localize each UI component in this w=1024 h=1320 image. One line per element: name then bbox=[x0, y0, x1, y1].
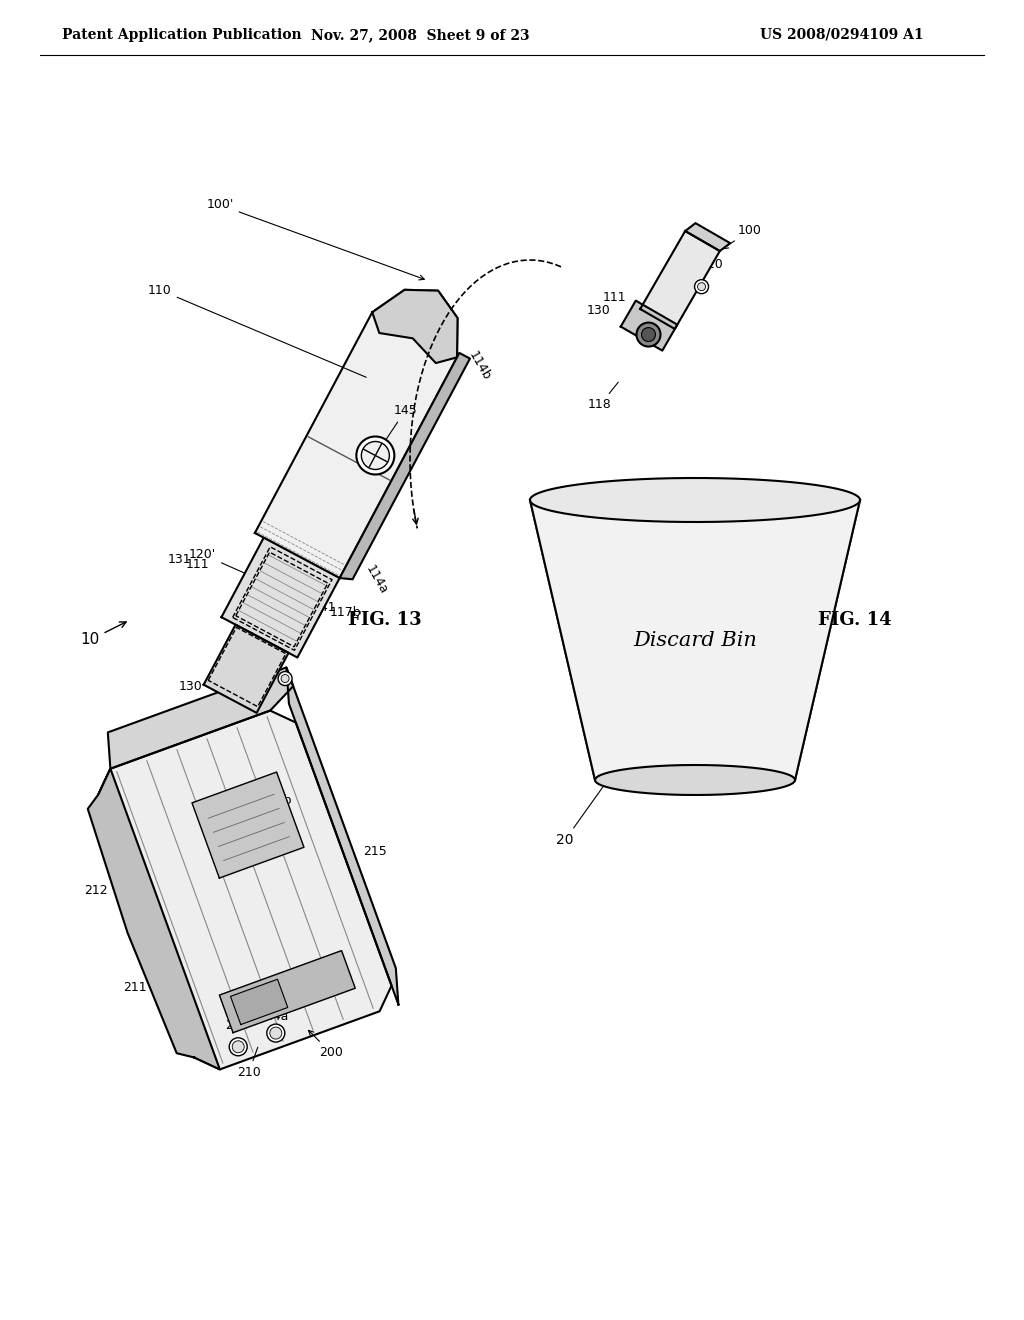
Text: 117b: 117b bbox=[330, 606, 360, 619]
Polygon shape bbox=[595, 766, 795, 795]
Circle shape bbox=[282, 675, 289, 682]
Polygon shape bbox=[530, 478, 860, 521]
Circle shape bbox=[229, 1038, 247, 1056]
Polygon shape bbox=[98, 668, 293, 795]
Circle shape bbox=[361, 441, 389, 470]
Text: 132: 132 bbox=[223, 677, 247, 710]
Text: 213: 213 bbox=[222, 672, 246, 684]
Polygon shape bbox=[685, 223, 730, 251]
Polygon shape bbox=[98, 710, 391, 1069]
Circle shape bbox=[697, 282, 706, 290]
Circle shape bbox=[232, 1040, 244, 1053]
Text: FIG. 14: FIG. 14 bbox=[818, 611, 892, 630]
Circle shape bbox=[637, 322, 660, 347]
Polygon shape bbox=[88, 768, 220, 1069]
Text: 212: 212 bbox=[84, 883, 108, 896]
Text: 131: 131 bbox=[167, 553, 190, 566]
Circle shape bbox=[269, 1027, 282, 1039]
Text: Nov. 27, 2008  Sheet 9 of 23: Nov. 27, 2008 Sheet 9 of 23 bbox=[310, 28, 529, 42]
Text: 100: 100 bbox=[723, 223, 762, 248]
Text: 218: 218 bbox=[225, 1019, 249, 1031]
Text: 100': 100' bbox=[206, 198, 424, 280]
Text: 111: 111 bbox=[602, 290, 626, 304]
Polygon shape bbox=[340, 352, 470, 579]
Text: 114a: 114a bbox=[362, 564, 390, 597]
Text: 114b: 114b bbox=[466, 348, 494, 383]
Circle shape bbox=[279, 672, 292, 685]
Polygon shape bbox=[230, 979, 288, 1024]
Text: FIG. 13: FIG. 13 bbox=[348, 611, 422, 630]
Text: 211: 211 bbox=[124, 981, 147, 994]
Polygon shape bbox=[255, 290, 458, 578]
Polygon shape bbox=[530, 500, 860, 780]
Text: 130: 130 bbox=[587, 304, 611, 317]
Circle shape bbox=[356, 437, 394, 474]
Polygon shape bbox=[287, 668, 398, 1005]
Text: 118: 118 bbox=[588, 383, 618, 412]
Text: 110: 110 bbox=[700, 259, 724, 272]
Polygon shape bbox=[193, 772, 304, 878]
Text: 210: 210 bbox=[237, 1047, 260, 1080]
Polygon shape bbox=[621, 301, 677, 351]
Text: 20: 20 bbox=[556, 772, 613, 847]
Text: 10: 10 bbox=[80, 622, 126, 648]
Circle shape bbox=[694, 280, 709, 293]
Text: US 2008/0294109 A1: US 2008/0294109 A1 bbox=[760, 28, 924, 42]
Text: Discard Bin: Discard Bin bbox=[633, 631, 757, 649]
Polygon shape bbox=[640, 231, 720, 329]
Text: Patent Application Publication: Patent Application Publication bbox=[62, 28, 302, 42]
Text: 130: 130 bbox=[179, 663, 239, 693]
Circle shape bbox=[641, 327, 655, 342]
Text: 145: 145 bbox=[378, 404, 417, 453]
Text: 215: 215 bbox=[364, 845, 387, 858]
Polygon shape bbox=[204, 624, 289, 713]
Text: 141: 141 bbox=[312, 601, 336, 614]
Polygon shape bbox=[373, 290, 458, 363]
Polygon shape bbox=[219, 950, 355, 1032]
Text: 110: 110 bbox=[148, 284, 367, 378]
Circle shape bbox=[267, 1024, 285, 1041]
Polygon shape bbox=[221, 537, 340, 657]
Text: 214a: 214a bbox=[257, 995, 288, 1023]
Text: 120': 120' bbox=[189, 548, 245, 573]
Text: 214b: 214b bbox=[250, 793, 292, 818]
Text: 200: 200 bbox=[308, 1031, 343, 1059]
Text: 111: 111 bbox=[185, 558, 209, 572]
